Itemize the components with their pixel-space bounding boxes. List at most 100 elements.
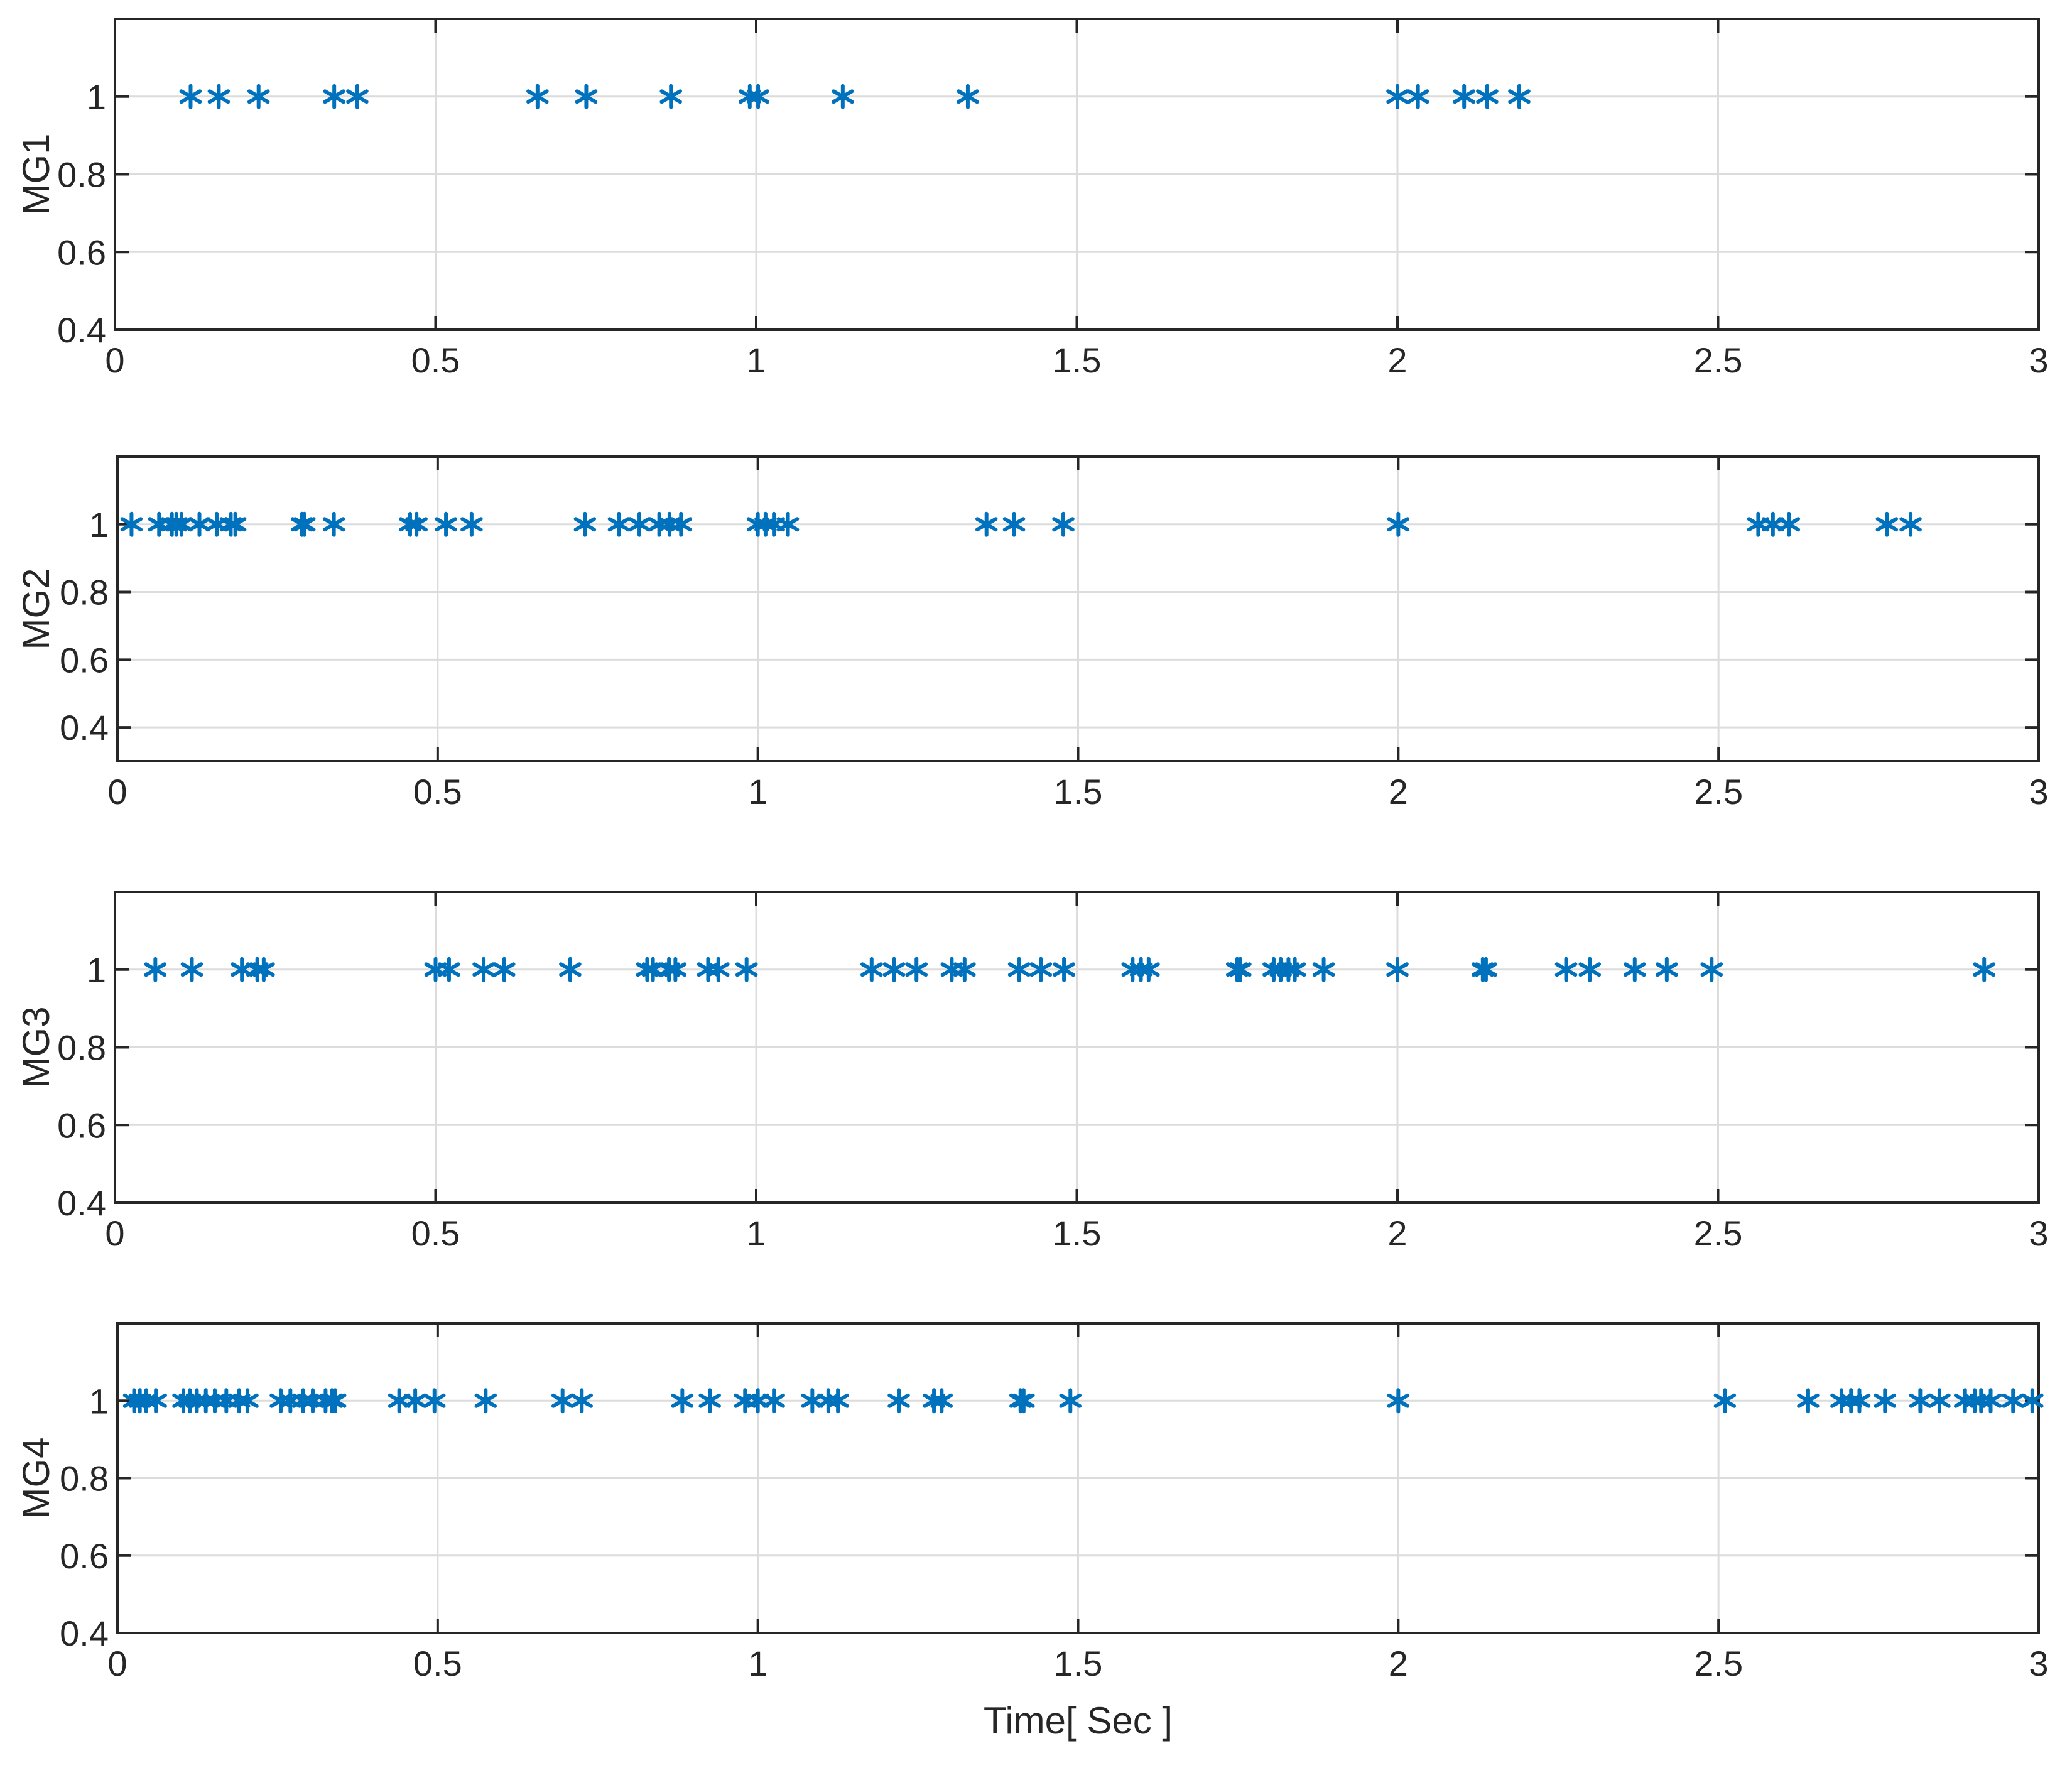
data-point <box>474 1388 497 1414</box>
x-tick-label: 0.5 <box>411 1213 460 1253</box>
data-point <box>438 957 460 982</box>
data-point <box>1777 511 1801 537</box>
data-point <box>2002 1388 2024 1414</box>
x-tick-label: 2.5 <box>1694 1644 1743 1683</box>
data-point <box>1053 957 1075 982</box>
data-point <box>1875 511 1899 537</box>
y-tick-label: 0.8 <box>60 1459 109 1499</box>
data-point <box>2021 1388 2044 1414</box>
data-point <box>1386 84 1409 109</box>
data-point <box>1283 957 1306 982</box>
data-point <box>1713 1388 1737 1414</box>
x-tick-label: 3 <box>2029 772 2048 811</box>
subplot-mg1: 0 0.5 1 1.5 2 2.5 3 0.4 0.6 0.8 1 MG1 <box>15 18 2049 380</box>
data-point <box>188 511 211 537</box>
data-point <box>628 511 651 537</box>
data-point <box>323 84 345 109</box>
y-tick-label: 1 <box>87 950 106 990</box>
x-tick-label: 0 <box>105 340 124 380</box>
data-point <box>659 84 682 109</box>
x-tick-label: 0.5 <box>413 1644 462 1683</box>
data-point <box>1656 957 1678 982</box>
x-tick-label: 0 <box>105 1213 124 1253</box>
x-tick-label: 2 <box>1389 772 1408 811</box>
data-point <box>551 1388 574 1414</box>
data-point <box>472 957 495 982</box>
data-point <box>1386 957 1409 982</box>
data-point <box>346 84 369 109</box>
y-axis-label: MG4 <box>15 1437 57 1519</box>
data-point <box>707 957 730 982</box>
data-point <box>735 957 758 982</box>
data-point <box>1475 957 1497 982</box>
data-point <box>1700 957 1723 982</box>
data-point <box>1029 957 1053 982</box>
data-point <box>1928 1388 1951 1414</box>
data-point <box>887 1388 910 1414</box>
data-point <box>671 1388 694 1414</box>
data-point <box>526 84 549 109</box>
data-point <box>247 84 270 109</box>
data-point <box>1007 957 1031 982</box>
y-axis-label: MG1 <box>15 133 57 215</box>
data-point <box>573 511 597 537</box>
data-point <box>207 84 231 109</box>
data-point <box>423 1388 446 1414</box>
y-tick-label: 0.6 <box>57 232 106 272</box>
data-point <box>882 957 906 982</box>
data-point <box>1578 957 1602 982</box>
data-point <box>575 84 598 109</box>
x-tick-label: 1 <box>746 1213 766 1253</box>
data-point <box>1840 1388 1863 1414</box>
data-point <box>170 511 193 537</box>
y-tick-label: 0.6 <box>57 1105 106 1145</box>
x-tick-label: 3 <box>2029 340 2048 380</box>
data-point <box>670 511 693 537</box>
x-tick-label: 0.5 <box>413 772 462 811</box>
data-point <box>293 511 316 537</box>
data-point <box>404 1388 426 1414</box>
subplot-mg2: 0 0.5 1 1.5 2 2.5 3 0.4 0.6 0.8 1 MG2 <box>15 455 2049 811</box>
x-tick-label: 1.5 <box>1054 772 1103 811</box>
y-tick-label: 0.8 <box>60 573 109 612</box>
data-point <box>252 957 275 982</box>
data-point <box>1229 957 1252 982</box>
subplot-mg3: 0 0.5 1 1.5 2 2.5 3 0.4 0.6 0.8 1 MG3 <box>15 891 2049 1253</box>
data-point <box>739 84 761 109</box>
x-tick-label: 0 <box>107 772 127 811</box>
data-point <box>664 957 687 982</box>
data-point <box>323 1388 347 1414</box>
data-point <box>607 511 631 537</box>
data-point <box>776 511 800 537</box>
x-tick-label: 1.5 <box>1054 1644 1103 1683</box>
x-tick-label: 2 <box>1387 340 1407 380</box>
data-point <box>1973 957 1995 982</box>
data-point <box>1406 84 1429 109</box>
data-point <box>953 957 976 982</box>
data-point <box>1899 511 1922 537</box>
y-tick-label: 1 <box>89 1381 109 1421</box>
data-point <box>322 511 345 537</box>
data-point <box>747 84 769 109</box>
x-axis-label: Time[ Sec ] <box>984 1700 1173 1742</box>
data-point <box>144 1388 167 1414</box>
data-point <box>460 511 483 537</box>
data-point <box>1453 84 1475 109</box>
y-tick-label: 1 <box>89 505 109 545</box>
data-point <box>1059 1388 1082 1414</box>
data-point <box>1979 1388 2002 1414</box>
data-point <box>1909 1388 1932 1414</box>
data-point <box>236 1388 259 1414</box>
data-point <box>1387 1388 1410 1414</box>
x-tick-label: 2.5 <box>1694 340 1743 380</box>
x-tick-label: 1.5 <box>1053 340 1102 380</box>
x-tick-label: 2 <box>1387 1213 1407 1253</box>
data-point <box>754 511 777 537</box>
y-axis-label: MG2 <box>15 568 57 649</box>
data-point <box>957 84 979 109</box>
y-tick-label: 1 <box>87 77 106 117</box>
data-point <box>698 1388 721 1414</box>
y-tick-label: 0.6 <box>60 640 109 680</box>
x-tick-label: 1.5 <box>1053 1213 1102 1253</box>
y-axis-label: MG3 <box>15 1006 57 1088</box>
